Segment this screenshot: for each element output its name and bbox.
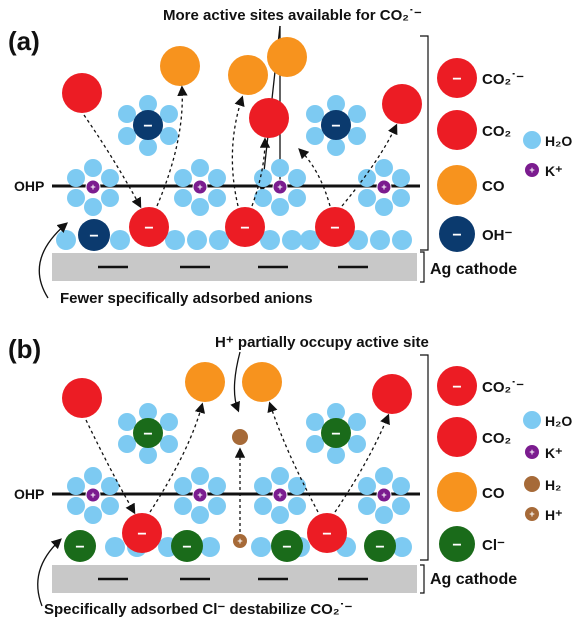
svg-text:CO₂: CO₂ [482,430,511,447]
svg-text:K⁺: K⁺ [545,445,563,461]
co-icon [185,362,282,402]
oh-icon [78,219,110,251]
svg-text:−: − [137,526,146,543]
electrode-label: Ag cathode [430,571,517,588]
co2-radical-icon: − − − [129,207,355,247]
svg-text:CO₂: CO₂ [482,123,511,140]
svg-text:−: − [322,526,331,543]
svg-text:+: + [277,490,282,500]
svg-text:OH⁻: OH⁻ [482,227,513,244]
hydrogen-icon [232,429,248,445]
svg-text:H₂: H₂ [545,477,561,493]
legend-a: − CO₂˙⁻ CO₂ CO − OH⁻ H₂O + K⁺ [437,58,572,252]
svg-text:H₂O: H₂O [545,413,572,429]
svg-text:−: − [75,539,84,556]
svg-text:H⁺: H⁺ [545,507,563,523]
co2-icon [62,73,422,138]
svg-text:−: − [452,71,461,88]
hydrated-cl-cluster: − − [118,403,366,464]
svg-text:+: + [197,182,202,192]
panel-b-top-note: H⁺ partially occupy active site [215,334,429,351]
ohp-label: OHP [14,486,44,502]
svg-text:+: + [381,490,386,500]
svg-text:+: + [529,165,534,175]
svg-text:−: − [375,539,384,556]
svg-text:Cl⁻: Cl⁻ [482,537,505,554]
svg-text:CO₂˙⁻: CO₂˙⁻ [482,71,524,88]
svg-text:−: − [144,220,153,237]
svg-text:CO₂˙⁻: CO₂˙⁻ [482,379,524,396]
svg-text:H₂O: H₂O [545,133,572,149]
svg-text:−: − [452,537,461,554]
panel-a: (a) More active sites available for CO₂˙… [8,7,572,307]
panel-b-label: (b) [8,334,41,364]
svg-text:CO: CO [482,485,505,502]
svg-text:+: + [381,182,386,192]
water-row [56,230,412,250]
svg-text:+: + [237,536,242,546]
svg-text:CO: CO [482,178,505,195]
legend-b: − CO₂˙⁻ CO₂ CO − Cl⁻ H₂O + K⁺ H₂ + H⁺ [437,366,572,562]
svg-text:+: + [90,182,95,192]
svg-text:−: − [282,539,291,556]
electrode-label: Ag cathode [430,261,517,278]
co-icon [160,37,307,95]
svg-text:−: − [331,426,340,443]
svg-text:−: − [240,220,249,237]
panel-a-label: (a) [8,26,40,56]
panel-b: (b) H⁺ partially occupy active site Ag c… [8,334,572,618]
svg-text:−: − [452,227,461,244]
svg-text:+: + [197,490,202,500]
svg-text:−: − [182,539,191,556]
svg-text:−: − [331,118,340,135]
svg-text:−: − [452,379,461,396]
svg-text:+: + [90,490,95,500]
svg-text:−: − [89,228,98,245]
panel-a-top-note: More active sites available for CO₂˙⁻ [163,7,422,24]
co2-radical-icon: − − [122,513,347,553]
hydrated-oh-cluster: − − [118,95,366,156]
svg-text:−: − [143,118,152,135]
svg-text:−: − [330,220,339,237]
svg-text:+: + [277,182,282,192]
panel-a-bottom-note: Fewer specifically adsorbed anions [60,290,313,307]
ohp-label: OHP [14,178,44,194]
panel-b-bottom-note: Specifically adsorbed Cl⁻ destabilize CO… [44,601,352,618]
svg-text:+: + [529,447,534,457]
cl-icon: − − − − [64,530,396,562]
proton-icon [233,534,247,548]
co2-icon [62,374,412,418]
svg-text:+: + [529,509,534,519]
svg-text:K⁺: K⁺ [545,163,563,179]
svg-text:−: − [143,426,152,443]
hydrated-k-cluster: + + + + [67,159,410,216]
hydrated-k-cluster: + + + + [67,467,410,524]
